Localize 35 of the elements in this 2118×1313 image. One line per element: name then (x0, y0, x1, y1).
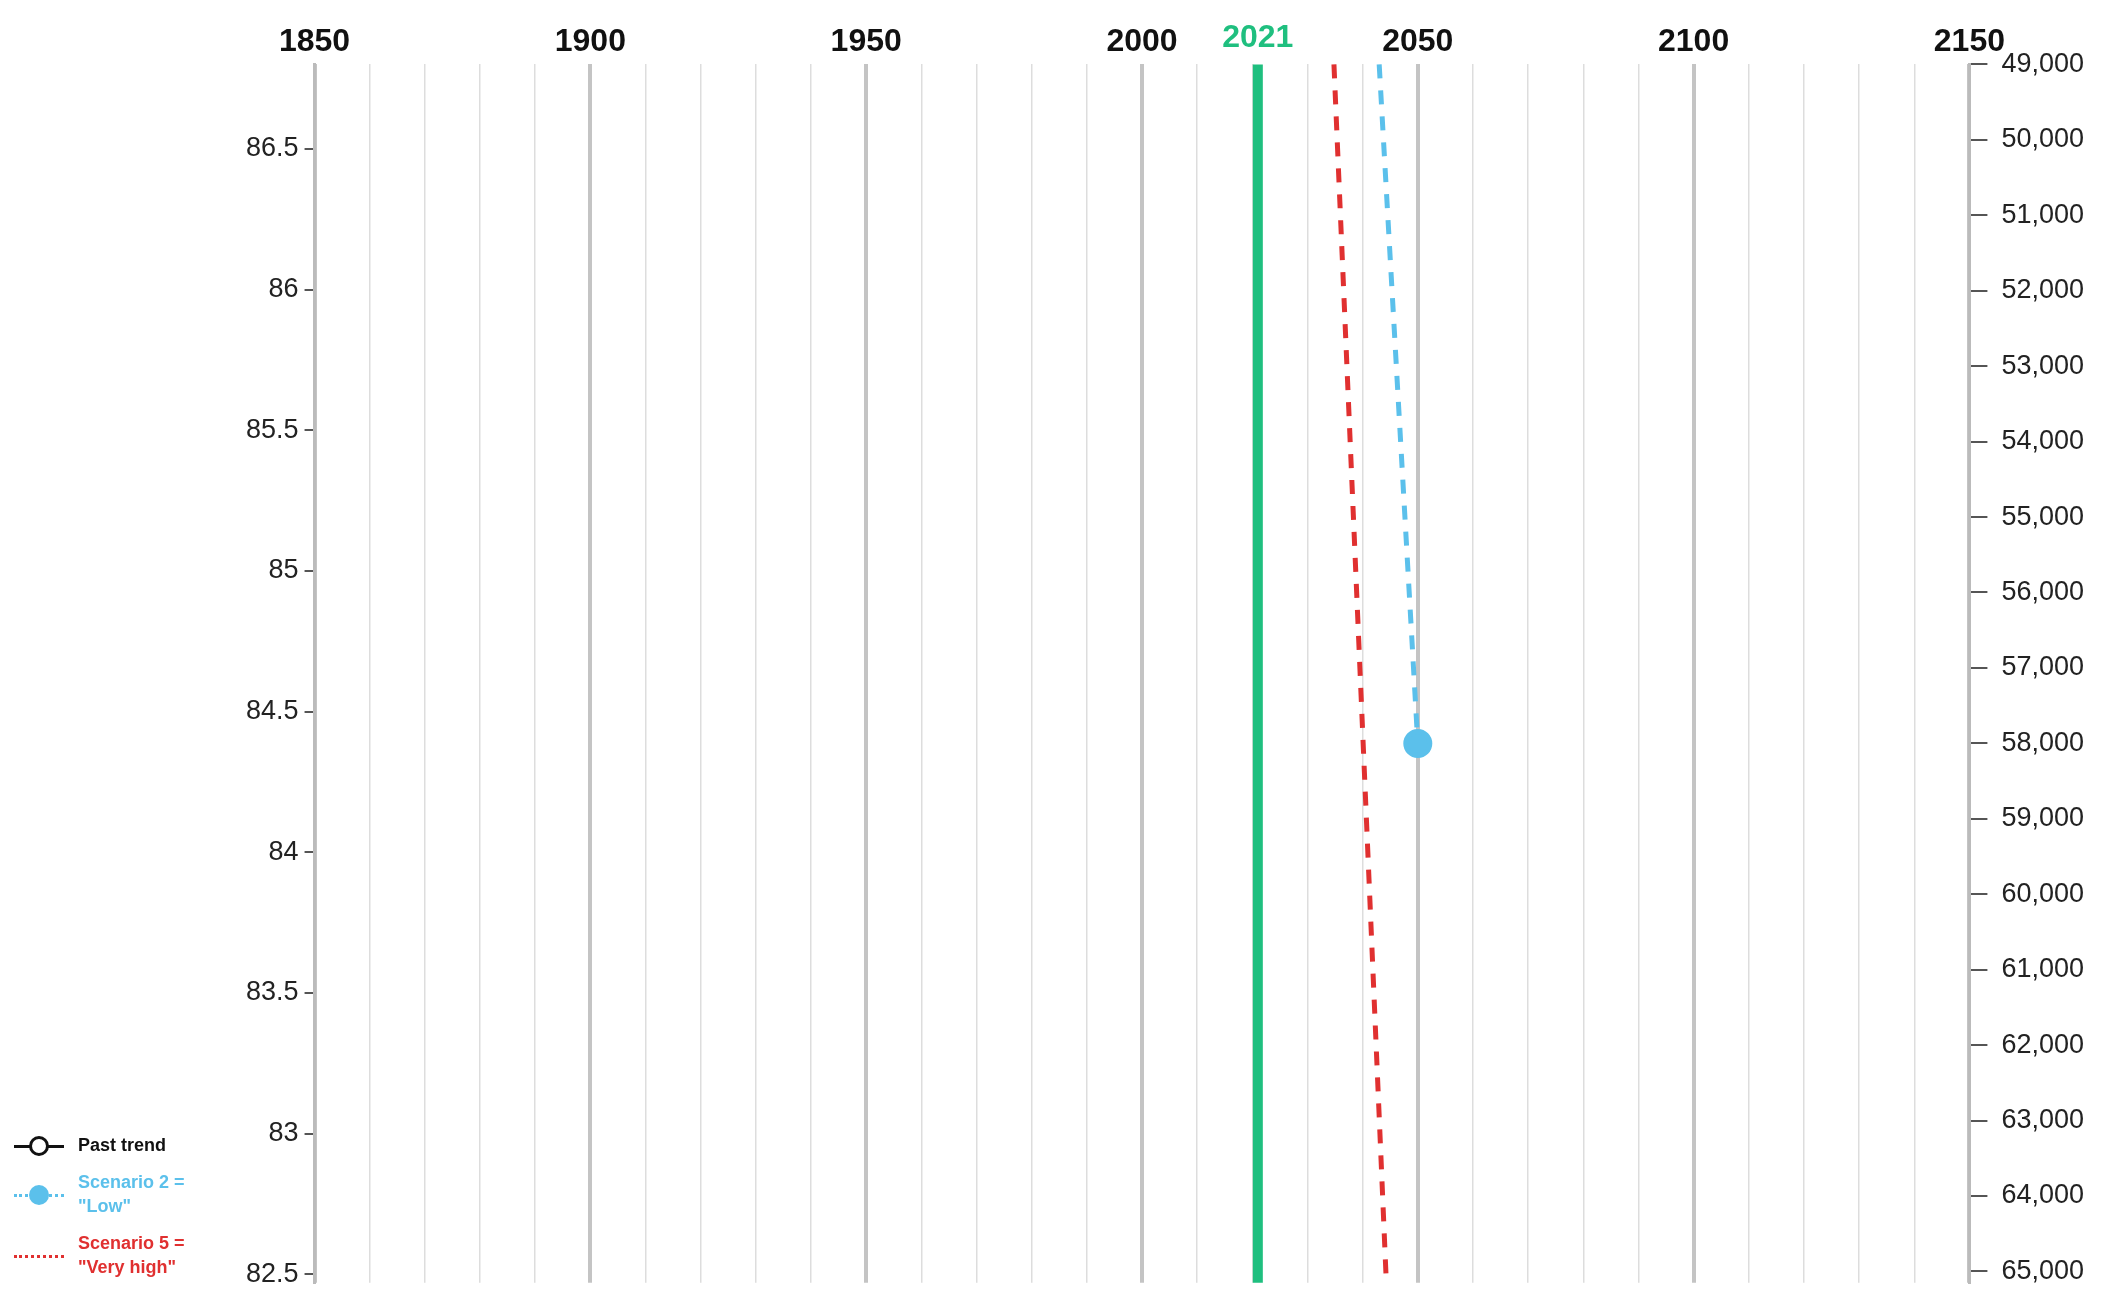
ref-line-label: 2021 (1222, 18, 1294, 55)
y2-tick-label: 52,000 (2001, 274, 2085, 305)
y2-tick-label: 60,000 (2001, 877, 2085, 908)
y-tick-label: 83 (268, 1117, 299, 1148)
y2-tick-label: 56,000 (2001, 575, 2085, 606)
y2-tick-label: 65,000 (2001, 1254, 2085, 1285)
y-tick-label: 85 (268, 554, 299, 585)
y-tick-label: 85.5 (245, 413, 299, 444)
y2-tick-label: 55,000 (2001, 500, 2085, 531)
y-tick-label: 84 (268, 835, 299, 866)
x-tick-label: 1900 (554, 22, 626, 59)
x-tick-label: 2100 (1658, 22, 1730, 59)
y-tick-label: 86 (268, 272, 299, 303)
y2-tick-label: 51,000 (2001, 198, 2085, 229)
legend-label: Past trend (78, 1134, 167, 1158)
y-tick-label: 82.5 (245, 1257, 299, 1288)
y-tick-label: 86.5 (245, 132, 299, 163)
x-tick-label: 2000 (1106, 22, 1178, 59)
x-tick-label: 1950 (830, 22, 902, 59)
y2-tick-label: 54,000 (2001, 425, 2085, 456)
y2-tick-label: 59,000 (2001, 802, 2085, 833)
y2-tick-label: 62,000 (2001, 1028, 2085, 1059)
legend-label: Scenario 2 = "Low" (78, 1171, 186, 1218)
x-tick-label: 2050 (1382, 22, 1454, 59)
y2-tick-label: 64,000 (2001, 1179, 2085, 1210)
y2-tick-label: 63,000 (2001, 1104, 2085, 1135)
y2-tick-label: 57,000 (2001, 651, 2085, 682)
y2-tick-label: 58,000 (2001, 726, 2085, 757)
legend-label: Scenario 5 = "Very high" (78, 1232, 186, 1279)
y2-tick-label: 50,000 (2001, 123, 2085, 154)
y-tick-label: 83.5 (245, 976, 299, 1007)
y-tick-label: 84.5 (245, 695, 299, 726)
y2-tick-label: 61,000 (2001, 953, 2085, 984)
y2-tick-label: 53,000 (2001, 349, 2085, 380)
x-tick-label: 1850 (278, 22, 351, 59)
